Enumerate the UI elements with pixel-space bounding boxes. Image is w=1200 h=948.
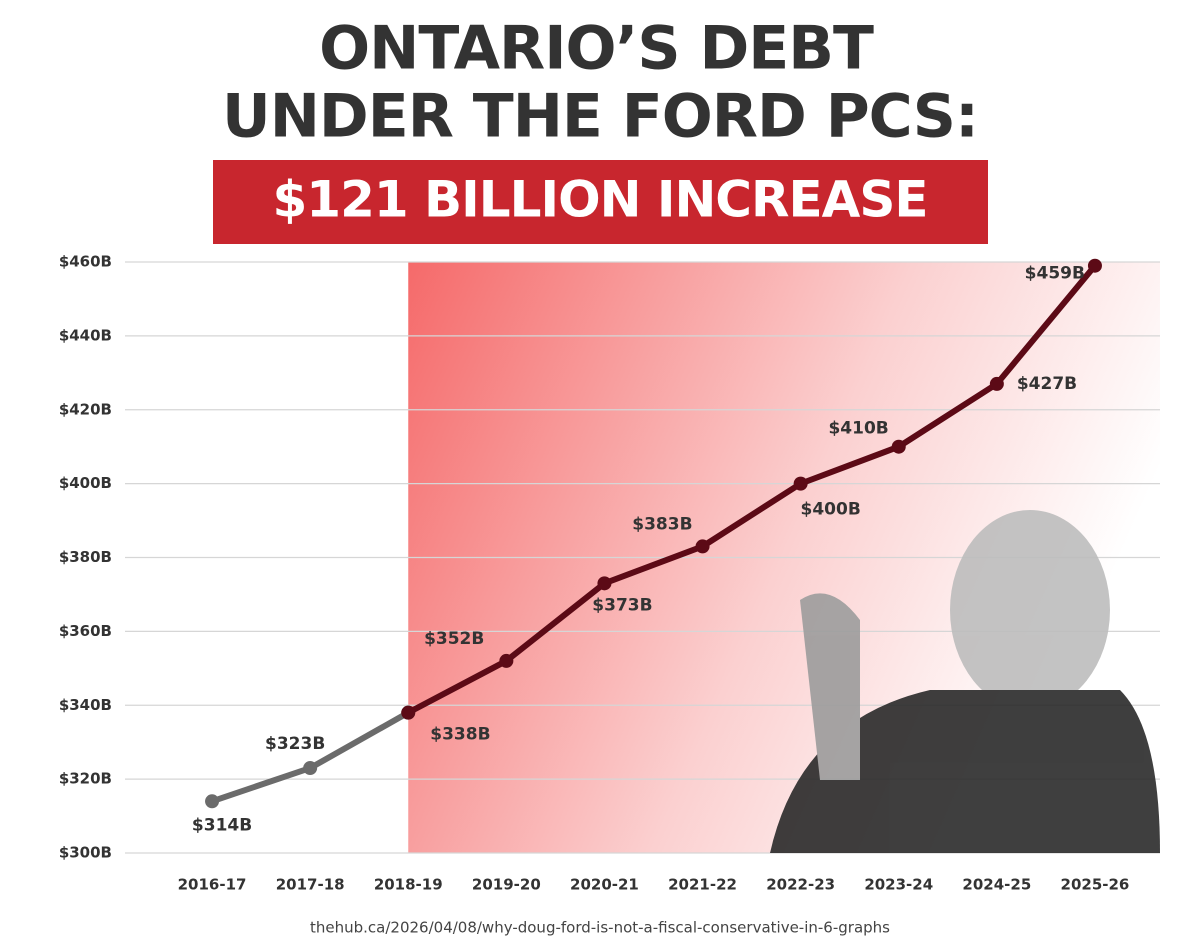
value-label: $410B: [828, 419, 888, 439]
point: [695, 539, 710, 554]
title-line: UNDER THE FORD PCS:: [222, 82, 978, 152]
photo-head: [950, 510, 1110, 710]
x-tick-label: 2016-17: [178, 876, 247, 894]
y-tick-label: $320B: [59, 770, 112, 788]
photo-hand: [800, 593, 860, 780]
y-tick-label: $360B: [59, 622, 112, 640]
point: [499, 653, 514, 668]
y-tick-label: $440B: [59, 326, 112, 344]
y-tick-label: $460B: [59, 253, 112, 271]
point: [989, 376, 1004, 391]
value-label: $373B: [592, 595, 652, 615]
x-tick-label: 2020-21: [570, 876, 639, 894]
y-tick-label: $420B: [59, 400, 112, 418]
x-tick-label: 2022-23: [766, 876, 835, 894]
point: [793, 476, 808, 491]
x-tick-label: 2023-24: [864, 876, 933, 894]
banner: [213, 160, 988, 244]
banner-text: $121 BILLION INCREASE: [272, 171, 927, 229]
plot: $300B $320B $340B $360B $380B $400B $420B $440B…: [59, 253, 1160, 894]
point: [401, 705, 416, 720]
line: [406, 263, 1098, 716]
value-label: $400B: [801, 500, 861, 520]
point: [303, 761, 318, 776]
value-label: $314B: [192, 815, 252, 835]
value-label: $427B: [1017, 374, 1077, 394]
source: thehub.ca/2026/04/08/why-doug-ford-is-no…: [310, 919, 890, 937]
y-tick-label: $380B: [59, 548, 112, 566]
value-label: $338B: [430, 725, 490, 745]
point: [891, 439, 906, 454]
x-tick-label: 2025-26: [1061, 876, 1130, 894]
x-tick-label: 2018-19: [374, 876, 443, 894]
y-tick-label: $340B: [59, 696, 112, 714]
x-tick-label: 2021-22: [668, 876, 737, 894]
point: [597, 576, 612, 591]
x-tick-label: 2017-18: [276, 876, 345, 894]
value-label: $459B: [1025, 264, 1085, 284]
value-label: $383B: [632, 514, 692, 534]
x-tick-label: 2024-25: [962, 876, 1031, 894]
photo: [770, 510, 1160, 853]
y-tick-label: $400B: [59, 474, 112, 492]
x-tick-label: 2019-20: [472, 876, 541, 894]
point: [205, 794, 220, 809]
photo-body: [770, 690, 1160, 853]
y-tick-label: $300B: [59, 844, 112, 862]
title-line: ONTARIO’S DEBT: [319, 14, 874, 84]
value-label: $352B: [424, 629, 484, 649]
value-label: $323B: [265, 734, 325, 754]
point: [1087, 258, 1102, 273]
